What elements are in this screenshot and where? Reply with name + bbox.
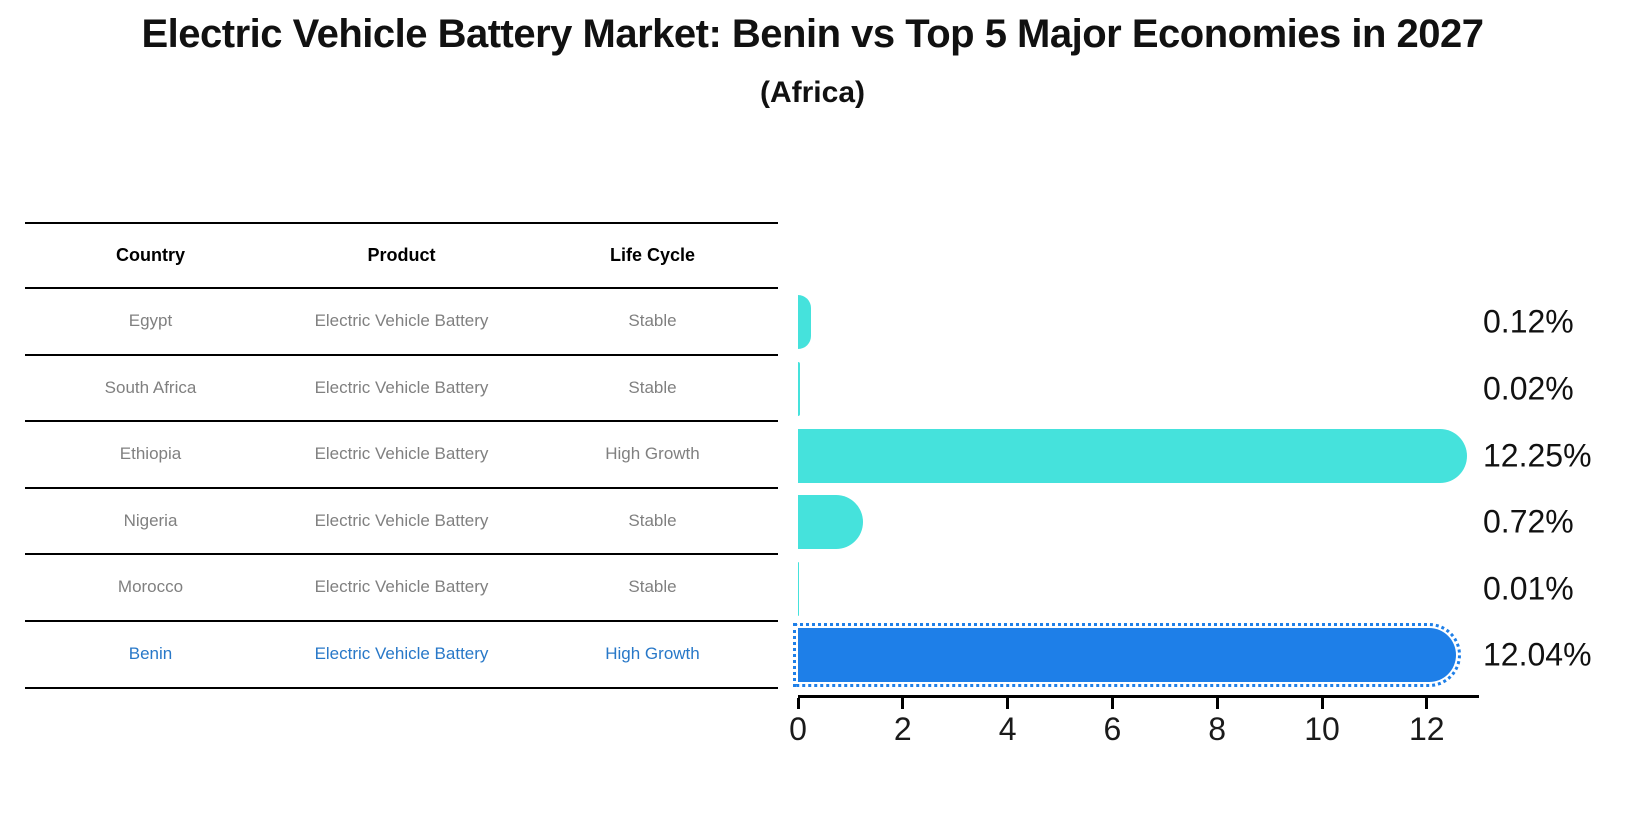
country-cell: South Africa bbox=[104, 377, 197, 397]
country-cell: Benin bbox=[128, 643, 173, 663]
product-cell: Electric Vehicle Battery bbox=[314, 377, 489, 397]
column-header-country: Country bbox=[116, 244, 185, 265]
table-header-row: Country Product Life Cycle bbox=[25, 222, 778, 289]
page-title: Electric Vehicle Battery Market: Benin v… bbox=[141, 12, 1484, 56]
page-subtitle: (Africa) bbox=[759, 76, 865, 109]
value-label-south-africa: 0.02% bbox=[1483, 370, 1574, 407]
table-row-morocco: Morocco Electric Vehicle Battery Stable bbox=[25, 555, 778, 622]
column-header-lifecycle: Life Cycle bbox=[609, 244, 696, 265]
x-tick-mark-10 bbox=[1320, 698, 1324, 709]
value-label-ethiopia: 12.25% bbox=[1483, 437, 1592, 473]
x-tick-label-12: 12 bbox=[1409, 711, 1445, 747]
x-tick-mark-12 bbox=[1425, 698, 1429, 709]
x-tick-label-10: 10 bbox=[1304, 711, 1340, 747]
bar-morocco bbox=[798, 561, 800, 616]
column-header-product: Product bbox=[367, 244, 436, 265]
lifecycle-cell: Stable bbox=[628, 510, 677, 530]
value-label-nigeria: 0.72% bbox=[1483, 503, 1574, 540]
x-tick-mark-8 bbox=[1215, 698, 1219, 709]
value-label-egypt: 0.12% bbox=[1483, 303, 1574, 340]
bar-nigeria bbox=[798, 495, 863, 550]
x-tick-mark-0 bbox=[796, 698, 800, 709]
x-tick-label-4: 4 bbox=[998, 711, 1017, 747]
country-cell: Morocco bbox=[117, 577, 184, 597]
table-row-egypt: Egypt Electric Vehicle Battery Stable bbox=[25, 289, 778, 356]
lifecycle-cell: Stable bbox=[628, 577, 677, 597]
bar-south-africa bbox=[798, 361, 801, 416]
product-cell: Electric Vehicle Battery bbox=[314, 510, 489, 530]
x-tick-label-8: 8 bbox=[1208, 711, 1227, 747]
x-tick-mark-4 bbox=[1006, 698, 1010, 709]
table-row-south-africa: South Africa Electric Vehicle Battery Stab… bbox=[25, 356, 778, 423]
x-tick-mark-6 bbox=[1110, 698, 1114, 709]
country-cell: Egypt bbox=[128, 310, 173, 330]
value-label-morocco: 0.01% bbox=[1483, 570, 1574, 607]
bar-benin bbox=[793, 623, 1461, 688]
country-cell: Nigeria bbox=[123, 510, 178, 530]
bar-ethiopia bbox=[798, 428, 1467, 483]
product-cell: Electric Vehicle Battery bbox=[314, 643, 489, 663]
x-tick-label-6: 6 bbox=[1103, 711, 1122, 747]
x-axis-line bbox=[798, 695, 1480, 698]
table-body: Egypt Electric Vehicle Battery Stable South… bbox=[25, 289, 778, 689]
x-tick-label-0: 0 bbox=[789, 711, 807, 747]
comparison-table: Country Product Life Cycle Egypt Electric… bbox=[25, 222, 778, 689]
lifecycle-cell: Stable bbox=[628, 377, 677, 397]
x-tick-label-2: 2 bbox=[893, 711, 912, 747]
product-cell: Electric Vehicle Battery bbox=[314, 577, 489, 597]
bar-egypt bbox=[798, 295, 811, 350]
table-row-ethiopia: Ethiopia Electric Vehicle Battery High Gro… bbox=[25, 422, 778, 489]
table-row-benin: Benin Electric Vehicle Battery High Growth bbox=[25, 622, 778, 689]
product-cell: Electric Vehicle Battery bbox=[314, 444, 489, 464]
lifecycle-cell: High Growth bbox=[605, 643, 700, 663]
lifecycle-cell: Stable bbox=[628, 310, 677, 330]
value-label-benin: 12.04% bbox=[1483, 636, 1592, 673]
lifecycle-cell: High Growth bbox=[605, 444, 700, 464]
x-tick-mark-2 bbox=[901, 698, 905, 709]
table-row-nigeria: Nigeria Electric Vehicle Battery Stable bbox=[25, 489, 778, 556]
product-cell: Electric Vehicle Battery bbox=[314, 310, 489, 330]
country-cell: Ethiopia bbox=[119, 444, 182, 464]
